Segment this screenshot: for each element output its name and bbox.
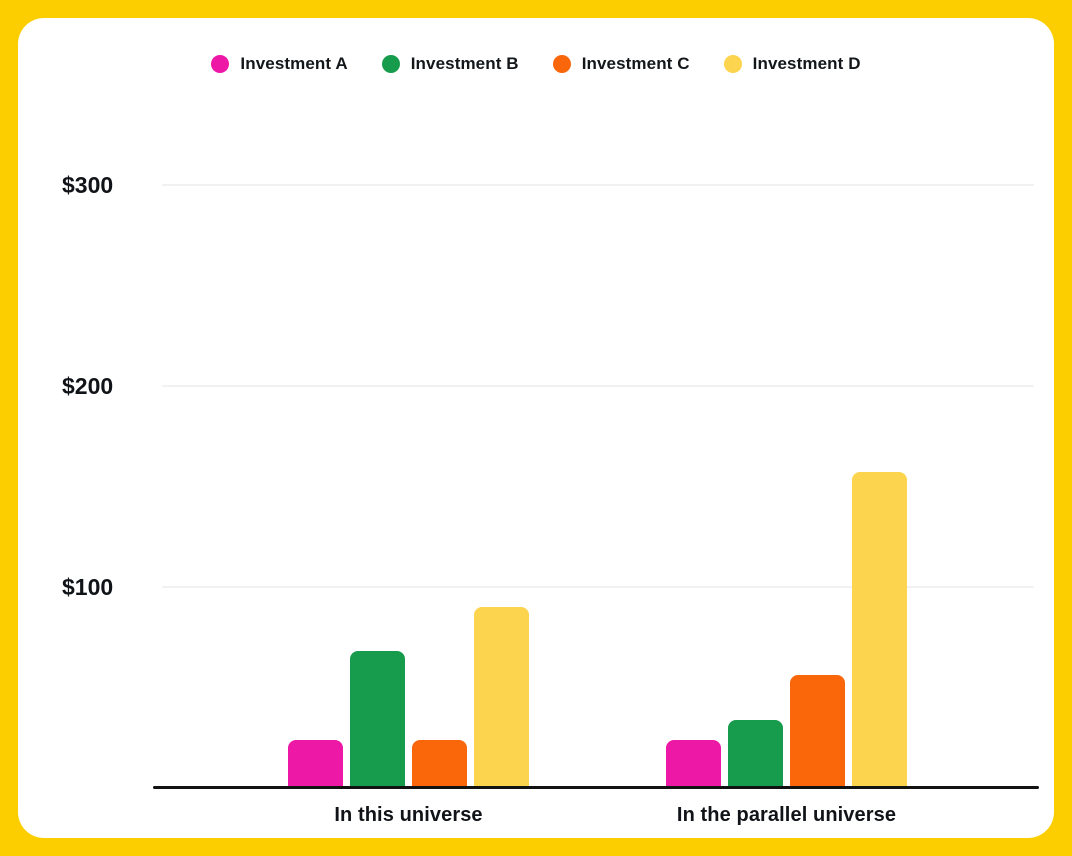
x-axis-category-label: In the parallel universe bbox=[676, 804, 897, 826]
bar-group-in-the-parallel-universe bbox=[666, 472, 907, 788]
x-axis-line bbox=[153, 786, 1039, 789]
x-axis-category-label: In this universe bbox=[334, 804, 483, 826]
gridline-300 bbox=[162, 184, 1034, 186]
legend-item-investment-c: Investment C bbox=[552, 54, 690, 74]
legend-item-investment-b: Investment B bbox=[381, 54, 519, 74]
legend-item-investment-d: Investment D bbox=[723, 54, 861, 74]
gridline-200 bbox=[162, 385, 1034, 387]
y-axis-tick-label: $300 bbox=[62, 172, 114, 198]
bar-investment-d bbox=[852, 472, 907, 788]
bar-investment-a bbox=[666, 740, 721, 788]
gridline-100 bbox=[162, 586, 1034, 588]
legend-dot-icon bbox=[381, 55, 400, 73]
legend-item-label: Investment B bbox=[410, 54, 519, 73]
bar-investment-b bbox=[728, 720, 783, 788]
legend-dot-icon bbox=[211, 55, 230, 73]
bar-investment-c bbox=[790, 675, 845, 788]
bar-investment-a bbox=[288, 740, 343, 788]
legend-dot-icon bbox=[552, 55, 571, 73]
chart-legend: Investment A Investment B Investment C Inve… bbox=[18, 54, 1054, 74]
legend-item-label: Investment C bbox=[581, 54, 690, 73]
plot-area bbox=[156, 184, 1036, 788]
bar-investment-d bbox=[474, 607, 529, 788]
legend-item-label: Investment D bbox=[752, 54, 861, 73]
chart-card: Investment A Investment B Investment C Inve… bbox=[18, 18, 1054, 838]
y-axis-tick-label: $100 bbox=[62, 574, 114, 600]
legend-item-label: Investment A bbox=[240, 54, 348, 73]
bar-investment-c bbox=[412, 740, 467, 788]
bar-group-in-this-universe bbox=[288, 607, 529, 788]
bar-investment-b bbox=[350, 651, 405, 788]
y-axis-tick-label: $200 bbox=[62, 373, 114, 399]
legend-item-investment-a: Investment A bbox=[211, 54, 348, 74]
legend-dot-icon bbox=[723, 55, 742, 73]
